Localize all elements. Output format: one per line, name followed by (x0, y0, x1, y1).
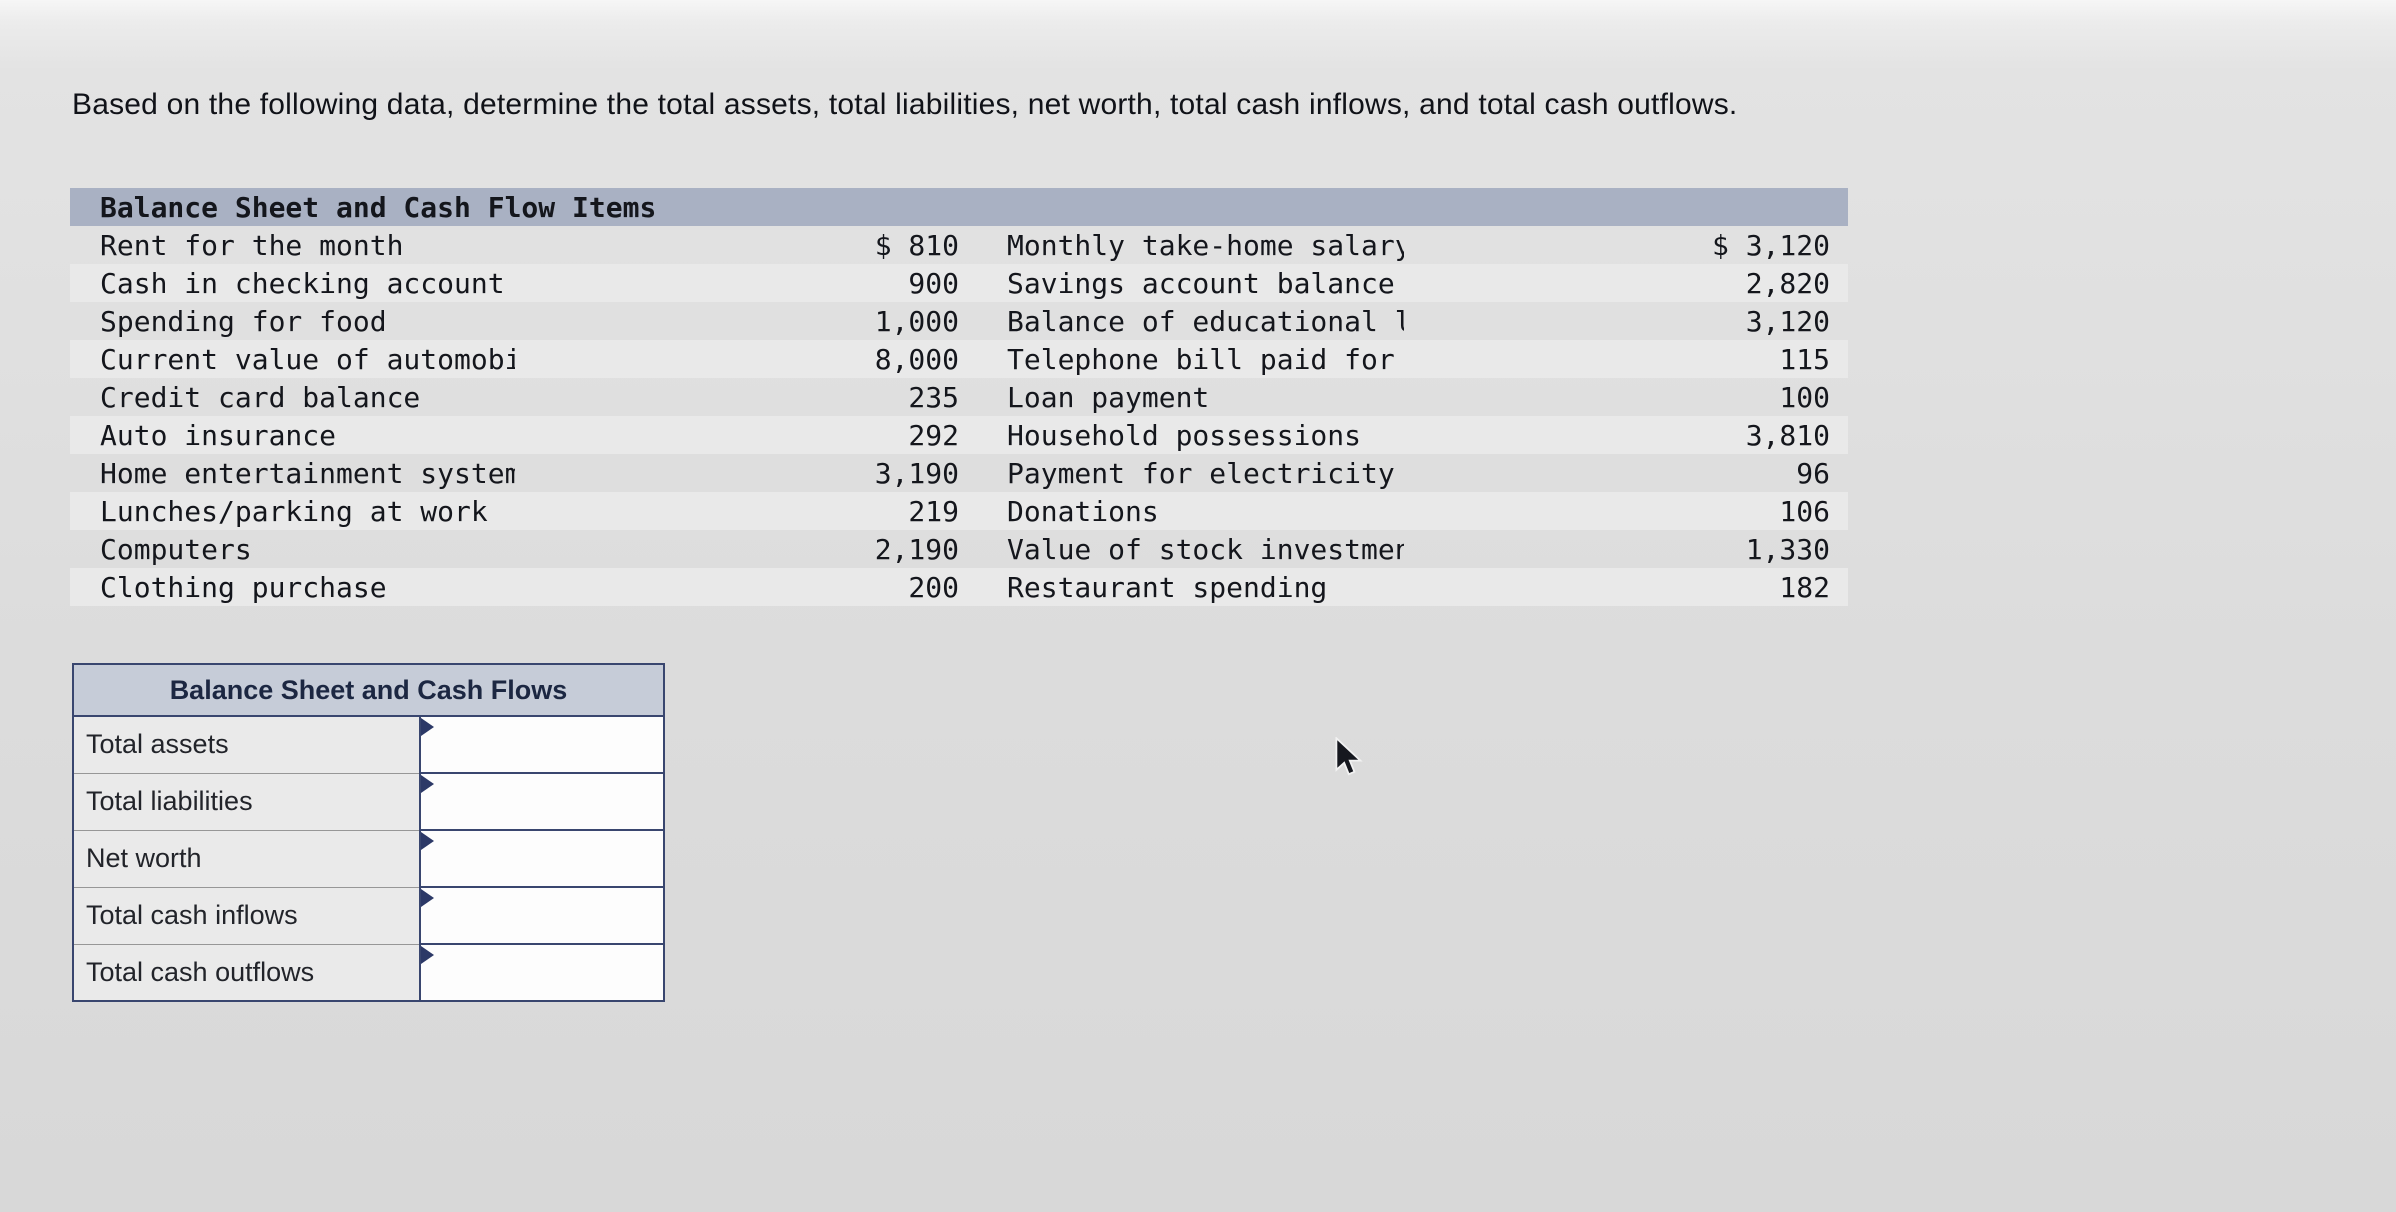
total-cash-inflows-input[interactable] (420, 888, 663, 943)
item-label: Savings account balance (1007, 266, 1395, 300)
item-label: Loan payment (1007, 380, 1210, 414)
answer-table-title: Balance Sheet and Cash Flows (72, 663, 665, 717)
item-label: Credit card balance (100, 380, 421, 414)
item-label: Payment for electricity (1007, 456, 1395, 490)
item-label: Auto insurance (100, 418, 337, 452)
answer-table: Balance Sheet and Cash Flows Total asset… (72, 663, 666, 1002)
total-cash-outflows-input[interactable] (420, 945, 663, 1000)
answer-row-label: Total liabilities (72, 772, 421, 831)
table-row: Rent for the month $ 810 Monthly take-ho… (70, 226, 1848, 264)
table-row: Credit card balance 235 Loan payment 100 (70, 378, 1848, 416)
item-value: 8,000 (874, 342, 959, 376)
item-label: Computers (100, 532, 252, 566)
answer-cell[interactable] (418, 886, 666, 945)
item-label: Home entertainment system (100, 456, 515, 490)
cell-marker-icon (420, 832, 434, 850)
item-label: Current value of automobile (100, 342, 515, 376)
item-value: $ 3,120 (1711, 228, 1830, 262)
item-value: 182 (1779, 570, 1830, 604)
item-value: 3,190 (874, 456, 959, 490)
item-value: $ 810 (874, 228, 959, 262)
item-value: 96 (1796, 456, 1830, 490)
answer-row-label: Net worth (72, 829, 421, 888)
item-label: Lunches/parking at work (100, 494, 488, 528)
item-value: 3,810 (1745, 418, 1830, 452)
table-row: Home entertainment system 3,190 Payment … (70, 454, 1848, 492)
answer-row-total-liabilities: Total liabilities (72, 772, 666, 831)
table-row: Spending for food 1,000 Balance of educa… (70, 302, 1848, 340)
item-label: Household possessions (1007, 418, 1362, 452)
item-label: Balance of educational loan (1007, 304, 1404, 338)
item-value: 200 (908, 570, 959, 604)
answer-row-label: Total cash inflows (72, 886, 421, 945)
cell-marker-icon (420, 889, 434, 907)
item-label: Cash in checking account (100, 266, 505, 300)
item-value: 106 (1779, 494, 1830, 528)
answer-cell[interactable] (418, 715, 666, 774)
table-row: Cash in checking account 900 Savings acc… (70, 264, 1848, 302)
balance-sheet-items-table: Balance Sheet and Cash Flow Items Rent f… (70, 188, 1848, 606)
cell-marker-icon (420, 718, 434, 736)
item-label: Telephone bill paid for month (1007, 342, 1404, 376)
item-label: Donations (1007, 494, 1159, 528)
item-label: Clothing purchase (100, 570, 387, 604)
item-value: 1,330 (1745, 532, 1830, 566)
mouse-cursor-icon (1335, 737, 1363, 776)
net-worth-input[interactable] (420, 831, 663, 886)
item-value: 235 (908, 380, 959, 414)
answer-row-net-worth: Net worth (72, 829, 666, 888)
item-label: Value of stock investment (1007, 532, 1404, 566)
question-text: Based on the following data, determine t… (72, 88, 1738, 121)
data-table-header-row: Balance Sheet and Cash Flow Items (70, 188, 1848, 226)
item-value: 2,190 (874, 532, 959, 566)
item-value: 292 (908, 418, 959, 452)
answer-row-total-cash-inflows: Total cash inflows (72, 886, 666, 945)
item-value: 219 (908, 494, 959, 528)
item-label: Restaurant spending (1007, 570, 1328, 604)
answer-row-total-cash-outflows: Total cash outflows (72, 943, 666, 1002)
item-value: 3,120 (1745, 304, 1830, 338)
answer-cell[interactable] (418, 829, 666, 888)
item-label: Monthly take-home salary (1007, 228, 1404, 262)
total-assets-input[interactable] (420, 717, 663, 772)
answer-table-header-row: Balance Sheet and Cash Flows (72, 663, 665, 717)
total-liabilities-input[interactable] (420, 774, 663, 829)
answer-cell[interactable] (418, 943, 666, 1002)
item-value: 115 (1779, 342, 1830, 376)
item-label: Spending for food (100, 304, 387, 338)
cell-marker-icon (420, 946, 434, 964)
answer-cell[interactable] (418, 772, 666, 831)
answer-row-label: Total assets (72, 715, 421, 774)
table-row: Auto insurance 292 Household possessions… (70, 416, 1848, 454)
table-row: Lunches/parking at work 219 Donations 10… (70, 492, 1848, 530)
table-row: Clothing purchase 200 Restaurant spendin… (70, 568, 1848, 606)
item-label: Rent for the month (100, 228, 404, 262)
item-value: 100 (1779, 380, 1830, 414)
item-value: 2,820 (1745, 266, 1830, 300)
table-row: Computers 2,190 Value of stock investmen… (70, 530, 1848, 568)
answer-row-total-assets: Total assets (72, 715, 666, 774)
table-row: Current value of automobile 8,000 Teleph… (70, 340, 1848, 378)
cell-marker-icon (420, 775, 434, 793)
data-table-title: Balance Sheet and Cash Flow Items (70, 188, 1848, 226)
item-value: 900 (908, 266, 959, 300)
item-value: 1,000 (874, 304, 959, 338)
answer-row-label: Total cash outflows (72, 943, 421, 1002)
